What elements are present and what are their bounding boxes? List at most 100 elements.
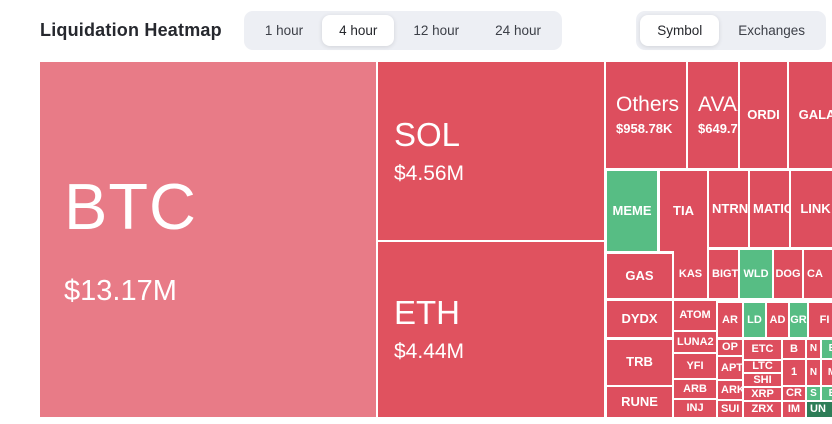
- symbol-exchanges-toggle: Symbol Exchanges: [636, 10, 826, 50]
- treemap-cell-gr[interactable]: GR: [790, 303, 807, 337]
- treemap-cell-etc[interactable]: ETC: [744, 340, 781, 359]
- treemap-cell-e1[interactable]: E: [822, 340, 832, 358]
- treemap-cell-eth[interactable]: ETH $4.44M: [378, 242, 604, 417]
- treemap-cell-op[interactable]: OP: [718, 340, 742, 355]
- cell-value: $4.56M: [394, 161, 465, 185]
- cell-symbol: Others: [616, 93, 680, 117]
- treemap-cell-btc[interactable]: BTC $13.17M: [40, 62, 376, 417]
- tab-24-hour[interactable]: 24 hour: [478, 15, 558, 46]
- cell-symbol: SUI: [721, 402, 740, 415]
- treemap-cell-fi[interactable]: FI: [809, 303, 832, 337]
- treemap-cell-n1[interactable]: N: [807, 340, 820, 358]
- cell-value: $649.73K: [698, 121, 738, 137]
- cell-symbol: CA: [807, 267, 823, 280]
- cell-symbol: GR: [790, 313, 807, 326]
- cell-symbol: OP: [722, 341, 738, 354]
- treemap-cell-gas[interactable]: GAS: [607, 254, 672, 298]
- treemap-cell-im[interactable]: IM: [783, 402, 805, 417]
- tab-1-hour[interactable]: 1 hour: [248, 15, 320, 46]
- treemap-cell-luna2[interactable]: LUNA2: [674, 332, 716, 352]
- treemap-cell-s1[interactable]: S: [807, 387, 820, 400]
- treemap-cell-ca[interactable]: CA: [804, 250, 832, 298]
- treemap-cell-others[interactable]: Others $958.78K: [606, 62, 686, 168]
- cell-symbol: MEME: [612, 202, 652, 218]
- treemap-cell-bigt[interactable]: BIGT: [709, 250, 738, 298]
- tab-4-hour[interactable]: 4 hour: [322, 14, 395, 46]
- cell-symbol: AR: [722, 313, 738, 326]
- cell-symbol: GAS: [625, 267, 654, 283]
- treemap-cell-gala[interactable]: GALA: [789, 62, 832, 168]
- cell-symbol: NTRN: [712, 200, 748, 216]
- cell-symbol: XRP: [751, 388, 774, 400]
- cell-symbol: LTC: [752, 361, 773, 372]
- cell-value: $958.78K: [616, 121, 673, 137]
- treemap-cell-matic[interactable]: MATIC: [750, 171, 789, 247]
- cell-symbol: BIGT: [712, 267, 738, 280]
- treemap-cell-ark[interactable]: ARK: [718, 381, 742, 399]
- cell-symbol: E: [828, 343, 832, 355]
- cell-symbol: LD: [747, 313, 762, 326]
- treemap-cell-sui[interactable]: SUI: [718, 401, 742, 417]
- treemap-cell-dog[interactable]: DOG: [774, 250, 802, 298]
- treemap-cell-ld[interactable]: LD: [744, 303, 765, 337]
- cell-symbol: AVAX: [698, 93, 738, 117]
- treemap-cell-atom[interactable]: ATOM: [674, 301, 716, 330]
- treemap-cell-meme[interactable]: MEME: [607, 171, 657, 251]
- cell-value: $4.44M: [394, 340, 465, 364]
- cell-symbol: ETC: [751, 343, 774, 356]
- cell-symbol: WLD: [743, 267, 769, 280]
- treemap-cell-kas[interactable]: KAS: [674, 250, 707, 298]
- treemap-cell-inj[interactable]: INJ: [674, 400, 716, 417]
- treemap-cell-e2[interactable]: E: [822, 387, 832, 400]
- cell-symbol: N: [809, 366, 818, 378]
- treemap-cell-ltc[interactable]: LTC: [744, 361, 781, 372]
- treemap-cell-sol[interactable]: SOL $4.56M: [378, 62, 604, 240]
- cell-symbol: B: [790, 342, 798, 355]
- treemap-cell-ad[interactable]: AD: [767, 303, 788, 337]
- treemap-cell-n2[interactable]: N: [807, 360, 820, 385]
- treemap-cell-apt[interactable]: APT: [718, 357, 742, 379]
- treemap-cell-yfi[interactable]: YFI: [674, 354, 716, 378]
- treemap-cell-arb[interactable]: ARB: [674, 380, 716, 398]
- treemap-cell-zrx[interactable]: ZRX: [744, 402, 781, 417]
- tab-exchanges[interactable]: Exchanges: [721, 15, 822, 46]
- toolbar: Liquidation Heatmap 1 hour 4 hour 12 hou…: [0, 0, 832, 60]
- tab-12-hour[interactable]: 12 hour: [396, 15, 476, 46]
- cell-symbol: FI: [819, 313, 830, 326]
- treemap-cell-wld[interactable]: WLD: [740, 250, 772, 298]
- cell-symbol: DYDX: [621, 310, 658, 326]
- treemap-cell-shi[interactable]: SHI: [744, 374, 781, 386]
- treemap-cell-ar[interactable]: AR: [718, 303, 742, 337]
- cell-symbol: S: [810, 387, 817, 399]
- treemap-cell-b[interactable]: B: [783, 340, 805, 358]
- treemap-cell-1[interactable]: 1: [783, 360, 805, 385]
- cell-symbol: APT: [721, 361, 742, 374]
- cell-symbol: ATOM: [679, 309, 711, 322]
- cell-symbol: BTC: [64, 169, 197, 243]
- cell-symbol: ORDI: [747, 106, 780, 122]
- cell-symbol: MATIC: [753, 200, 789, 216]
- cell-symbol: UN: [810, 403, 826, 416]
- treemap-cell-m1[interactable]: M: [822, 360, 832, 385]
- treemap-cell-tia[interactable]: TIA: [660, 171, 707, 251]
- treemap-cell-xrp[interactable]: XRP: [744, 388, 781, 400]
- treemap-cell-dydx[interactable]: DYDX: [607, 301, 672, 337]
- treemap-cell-ntrn[interactable]: NTRN: [709, 171, 748, 247]
- treemap-cell-avax[interactable]: AVAX $649.73K: [688, 62, 738, 168]
- treemap-cell-un[interactable]: UN: [807, 402, 832, 417]
- treemap-cell-rune[interactable]: RUNE: [607, 387, 672, 417]
- cell-symbol: M: [828, 367, 832, 379]
- cell-symbol: ETH: [394, 294, 460, 332]
- cell-symbol: GALA: [798, 106, 832, 122]
- treemap-cell-link[interactable]: LINK: [791, 171, 832, 247]
- cell-symbol: CR: [786, 387, 802, 400]
- treemap-cell-cr[interactable]: CR: [783, 387, 805, 400]
- cell-symbol: RUNE: [621, 393, 658, 409]
- cell-symbol: TRB: [626, 354, 653, 370]
- cell-symbol: N: [809, 343, 818, 355]
- treemap-cell-trb[interactable]: TRB: [607, 340, 672, 385]
- cell-symbol: TIA: [673, 202, 694, 218]
- treemap-cell-ordi[interactable]: ORDI: [740, 62, 787, 168]
- tab-symbol[interactable]: Symbol: [640, 14, 720, 46]
- cell-symbol: SHI: [753, 374, 772, 386]
